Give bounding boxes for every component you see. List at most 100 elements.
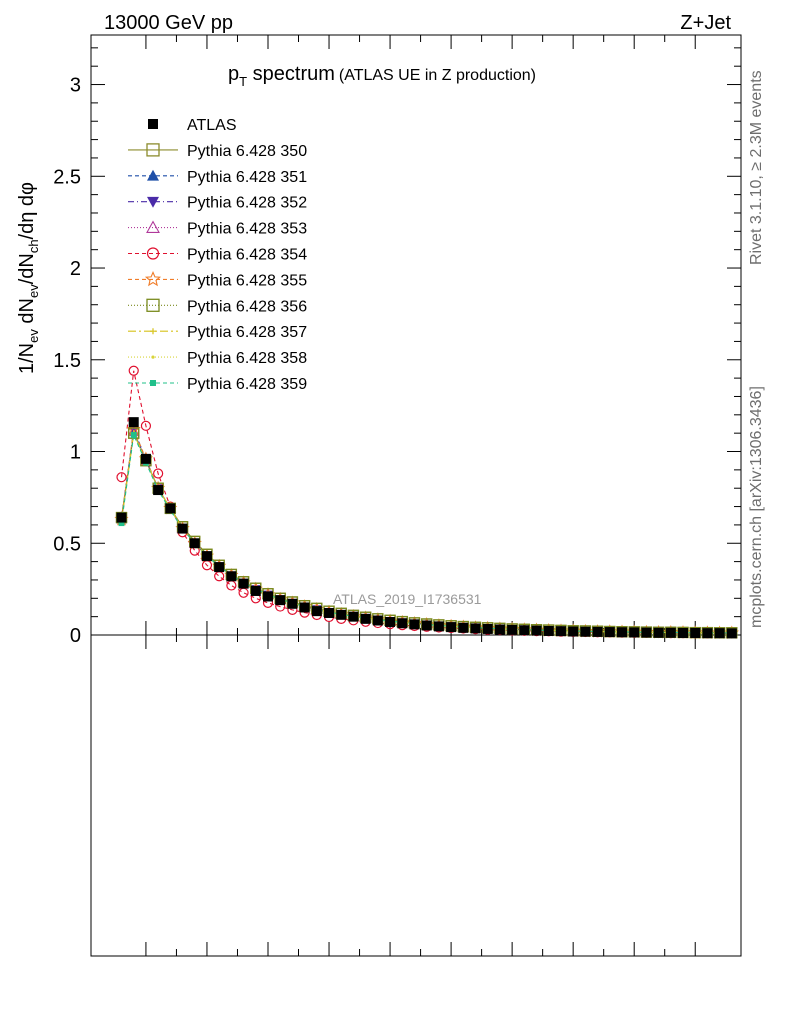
y-tick-label: 0 <box>70 625 81 647</box>
data-point <box>678 627 689 638</box>
svg-text:1/Nev dNev/dNch/dη dφ: 1/Nev dNev/dNch/dη dφ <box>16 182 41 374</box>
data-point <box>397 618 408 629</box>
data-point <box>250 585 261 596</box>
data-point <box>616 627 627 638</box>
legend-item: ATLAS <box>148 117 237 134</box>
legend-marker <box>150 328 156 335</box>
data-point <box>421 620 432 631</box>
data-point <box>238 578 249 589</box>
rivet-version-label: Rivet 3.1.10, ≥ 2.3M events <box>748 70 765 265</box>
y-tick-label: 2 <box>70 258 81 280</box>
data-point <box>116 512 127 523</box>
data-point <box>116 472 127 483</box>
legend-item: Pythia 6.428 355 <box>128 270 307 289</box>
legend-marker <box>150 380 156 386</box>
legend-label: Pythia 6.428 358 <box>187 350 307 367</box>
header-right-label: Z+Jet <box>680 12 731 34</box>
data-point <box>140 420 152 431</box>
axis-ticks <box>91 35 741 956</box>
data-point <box>531 625 542 636</box>
legend-marker <box>147 196 159 208</box>
data-point <box>726 628 737 639</box>
data-point <box>555 626 566 637</box>
legend-item: Pythia 6.428 354 <box>128 247 307 264</box>
legend: ATLAS Pythia 6.428 350 Pythia 6.428 351 Pyt… <box>128 117 307 393</box>
legend-label: Pythia 6.428 359 <box>187 376 307 393</box>
y-tick-label: 2.5 <box>53 166 81 188</box>
legend-item: Pythia 6.428 356 <box>128 298 307 315</box>
data-point <box>118 520 125 527</box>
legend-item: Pythia 6.428 353 <box>128 220 307 238</box>
legend-label: Pythia 6.428 351 <box>187 169 307 186</box>
data-point <box>507 624 518 635</box>
data-point <box>130 432 137 438</box>
data-point <box>592 626 603 637</box>
data-point <box>153 485 164 496</box>
data-point <box>201 551 212 562</box>
data-point <box>214 562 225 573</box>
data-point <box>702 628 713 639</box>
data-point <box>275 595 286 606</box>
data-point <box>360 613 371 624</box>
data-point <box>470 623 481 634</box>
legend-label: Pythia 6.428 350 <box>187 143 307 160</box>
data-point <box>128 365 139 376</box>
legend-label: Pythia 6.428 354 <box>187 247 307 264</box>
data-point <box>128 417 139 428</box>
ratio-plot-frame <box>90 634 742 957</box>
data-point <box>641 627 652 638</box>
data-point <box>714 628 725 639</box>
data-point <box>604 627 615 638</box>
data-point <box>446 622 457 633</box>
legend-marker <box>147 169 159 181</box>
series-0 <box>116 417 737 639</box>
legend-label: Pythia 6.428 357 <box>187 324 307 341</box>
legend-item: Pythia 6.428 357 <box>128 324 307 341</box>
legend-marker <box>146 143 160 157</box>
legend-marker <box>146 247 160 260</box>
data-point <box>519 625 530 636</box>
legend-item: Pythia 6.428 351 <box>128 169 307 186</box>
data-point <box>311 606 322 617</box>
data-point <box>568 626 579 637</box>
y-tick-labels: 0 0.5 1 1.5 2 2.5 3 <box>53 75 81 647</box>
legend-label: ATLAS <box>187 117 237 134</box>
data-point <box>665 627 676 638</box>
legend-marker <box>146 298 160 312</box>
y-tick-label: 1 <box>70 442 81 464</box>
data-point <box>140 453 151 464</box>
data-point <box>336 609 347 620</box>
data-point <box>482 623 493 634</box>
series-layer <box>114 365 739 639</box>
legend-marker <box>151 355 155 359</box>
data-point <box>177 523 188 534</box>
data-point <box>433 621 444 632</box>
mcplots-label: mcplots.cern.ch [arXiv:1306.3436] <box>748 386 765 628</box>
legend-item: Pythia 6.428 358 <box>128 350 307 367</box>
header-left-label: 13000 GeV pp <box>104 12 233 34</box>
data-point <box>238 587 249 598</box>
data-point <box>165 503 176 514</box>
legend-item: Pythia 6.428 350 <box>128 143 307 160</box>
data-point <box>629 627 640 638</box>
legend-label: Pythia 6.428 353 <box>187 221 307 238</box>
data-point <box>348 611 359 622</box>
data-point <box>226 571 237 582</box>
legend-marker <box>144 270 162 287</box>
data-point <box>372 615 383 626</box>
data-point <box>653 627 664 638</box>
data-point <box>287 598 298 609</box>
data-point <box>262 591 273 602</box>
y-tick-label: 0.5 <box>53 533 81 555</box>
series-line <box>120 370 732 635</box>
data-point <box>409 619 420 630</box>
legend-label: Pythia 6.428 352 <box>187 195 307 212</box>
data-point <box>299 602 310 613</box>
data-point <box>226 580 237 591</box>
legend-item: Pythia 6.428 352 <box>128 195 307 212</box>
y-axis-title: 1/Nev dNev/dNch/dη dφ <box>16 182 41 374</box>
y-tick-label: 1.5 <box>53 350 81 372</box>
data-point <box>153 468 164 479</box>
chart-title: pT spectrum (ATLAS UE in Z production) <box>228 63 536 89</box>
